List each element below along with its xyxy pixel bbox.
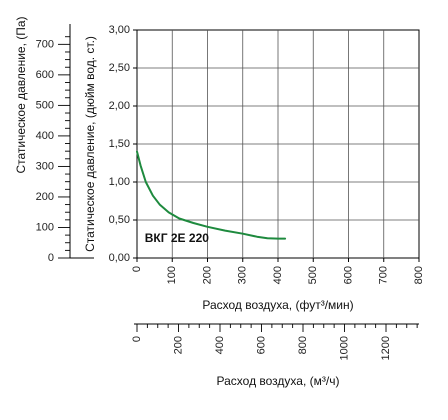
m3h-tick-label: 200: [172, 336, 184, 354]
x-tick-label: 700: [378, 266, 390, 284]
x-tick-label: 800: [413, 266, 425, 284]
y-tick-label: 3,00: [109, 24, 130, 36]
series: ВКГ 2Е 220: [136, 150, 287, 245]
x-tick-label: 600: [342, 266, 354, 284]
y-tick-label: 2,00: [109, 100, 130, 112]
x-tick-label: 500: [307, 266, 319, 284]
pa-tick-label: 0: [48, 252, 54, 264]
x-tick-label: 0: [131, 266, 143, 272]
x-tick-label: 200: [201, 266, 213, 284]
y-tick-label: 2,50: [109, 62, 130, 74]
pa-tick-label: 400: [36, 130, 54, 142]
m3h-tick-label: 1000: [338, 336, 350, 360]
left-axis: 0 100 200 300 400 500 600 700: [36, 24, 94, 264]
x-tick-label: 100: [166, 266, 178, 284]
secondary-y-axis-title: Статическое давление, (Па): [14, 16, 28, 173]
x-axis: 0 100 200 300 400 500 600 700 800: [131, 258, 425, 284]
pa-tick-label: 600: [36, 69, 54, 81]
series-label: ВКГ 2Е 220: [145, 231, 209, 245]
x-tick-label: 300: [237, 266, 249, 284]
y-tick-label: 0,50: [109, 214, 130, 226]
secondary-x-axis-title: Расход воздуха, (м³/ч): [217, 374, 340, 388]
pa-tick-label: 700: [36, 38, 54, 50]
m3h-tick-label: 400: [214, 336, 226, 354]
m3h-tick-label: 600: [255, 336, 267, 354]
m3h-tick-label: 1200: [380, 336, 392, 360]
grid: [137, 30, 419, 258]
y-tick-label: 0,00: [109, 252, 130, 264]
series-line: [136, 150, 287, 240]
x-axis-title: Расход воздуха, (фут³/мин): [202, 298, 353, 312]
pa-tick-label: 200: [36, 191, 54, 203]
m3h-tick-label: 800: [297, 336, 309, 354]
y-axis-title: Статическое давление, (дюйм вод. ст.): [83, 36, 97, 252]
x-tick-label: 400: [272, 266, 284, 284]
y-tick-label: 1,00: [109, 176, 130, 188]
secondary-x-axis: 0 200 400 600 800 1000 1200: [131, 323, 419, 360]
y-tick-label: 1,50: [109, 138, 130, 150]
pa-tick-label: 100: [36, 221, 54, 233]
pa-tick-label: 500: [36, 99, 54, 111]
y-axis: 0,00 0,50 1,00 1,50 2,00 2,50 3,00: [109, 24, 137, 264]
pa-tick-label: 300: [36, 160, 54, 172]
m3h-tick-label: 0: [131, 336, 143, 342]
